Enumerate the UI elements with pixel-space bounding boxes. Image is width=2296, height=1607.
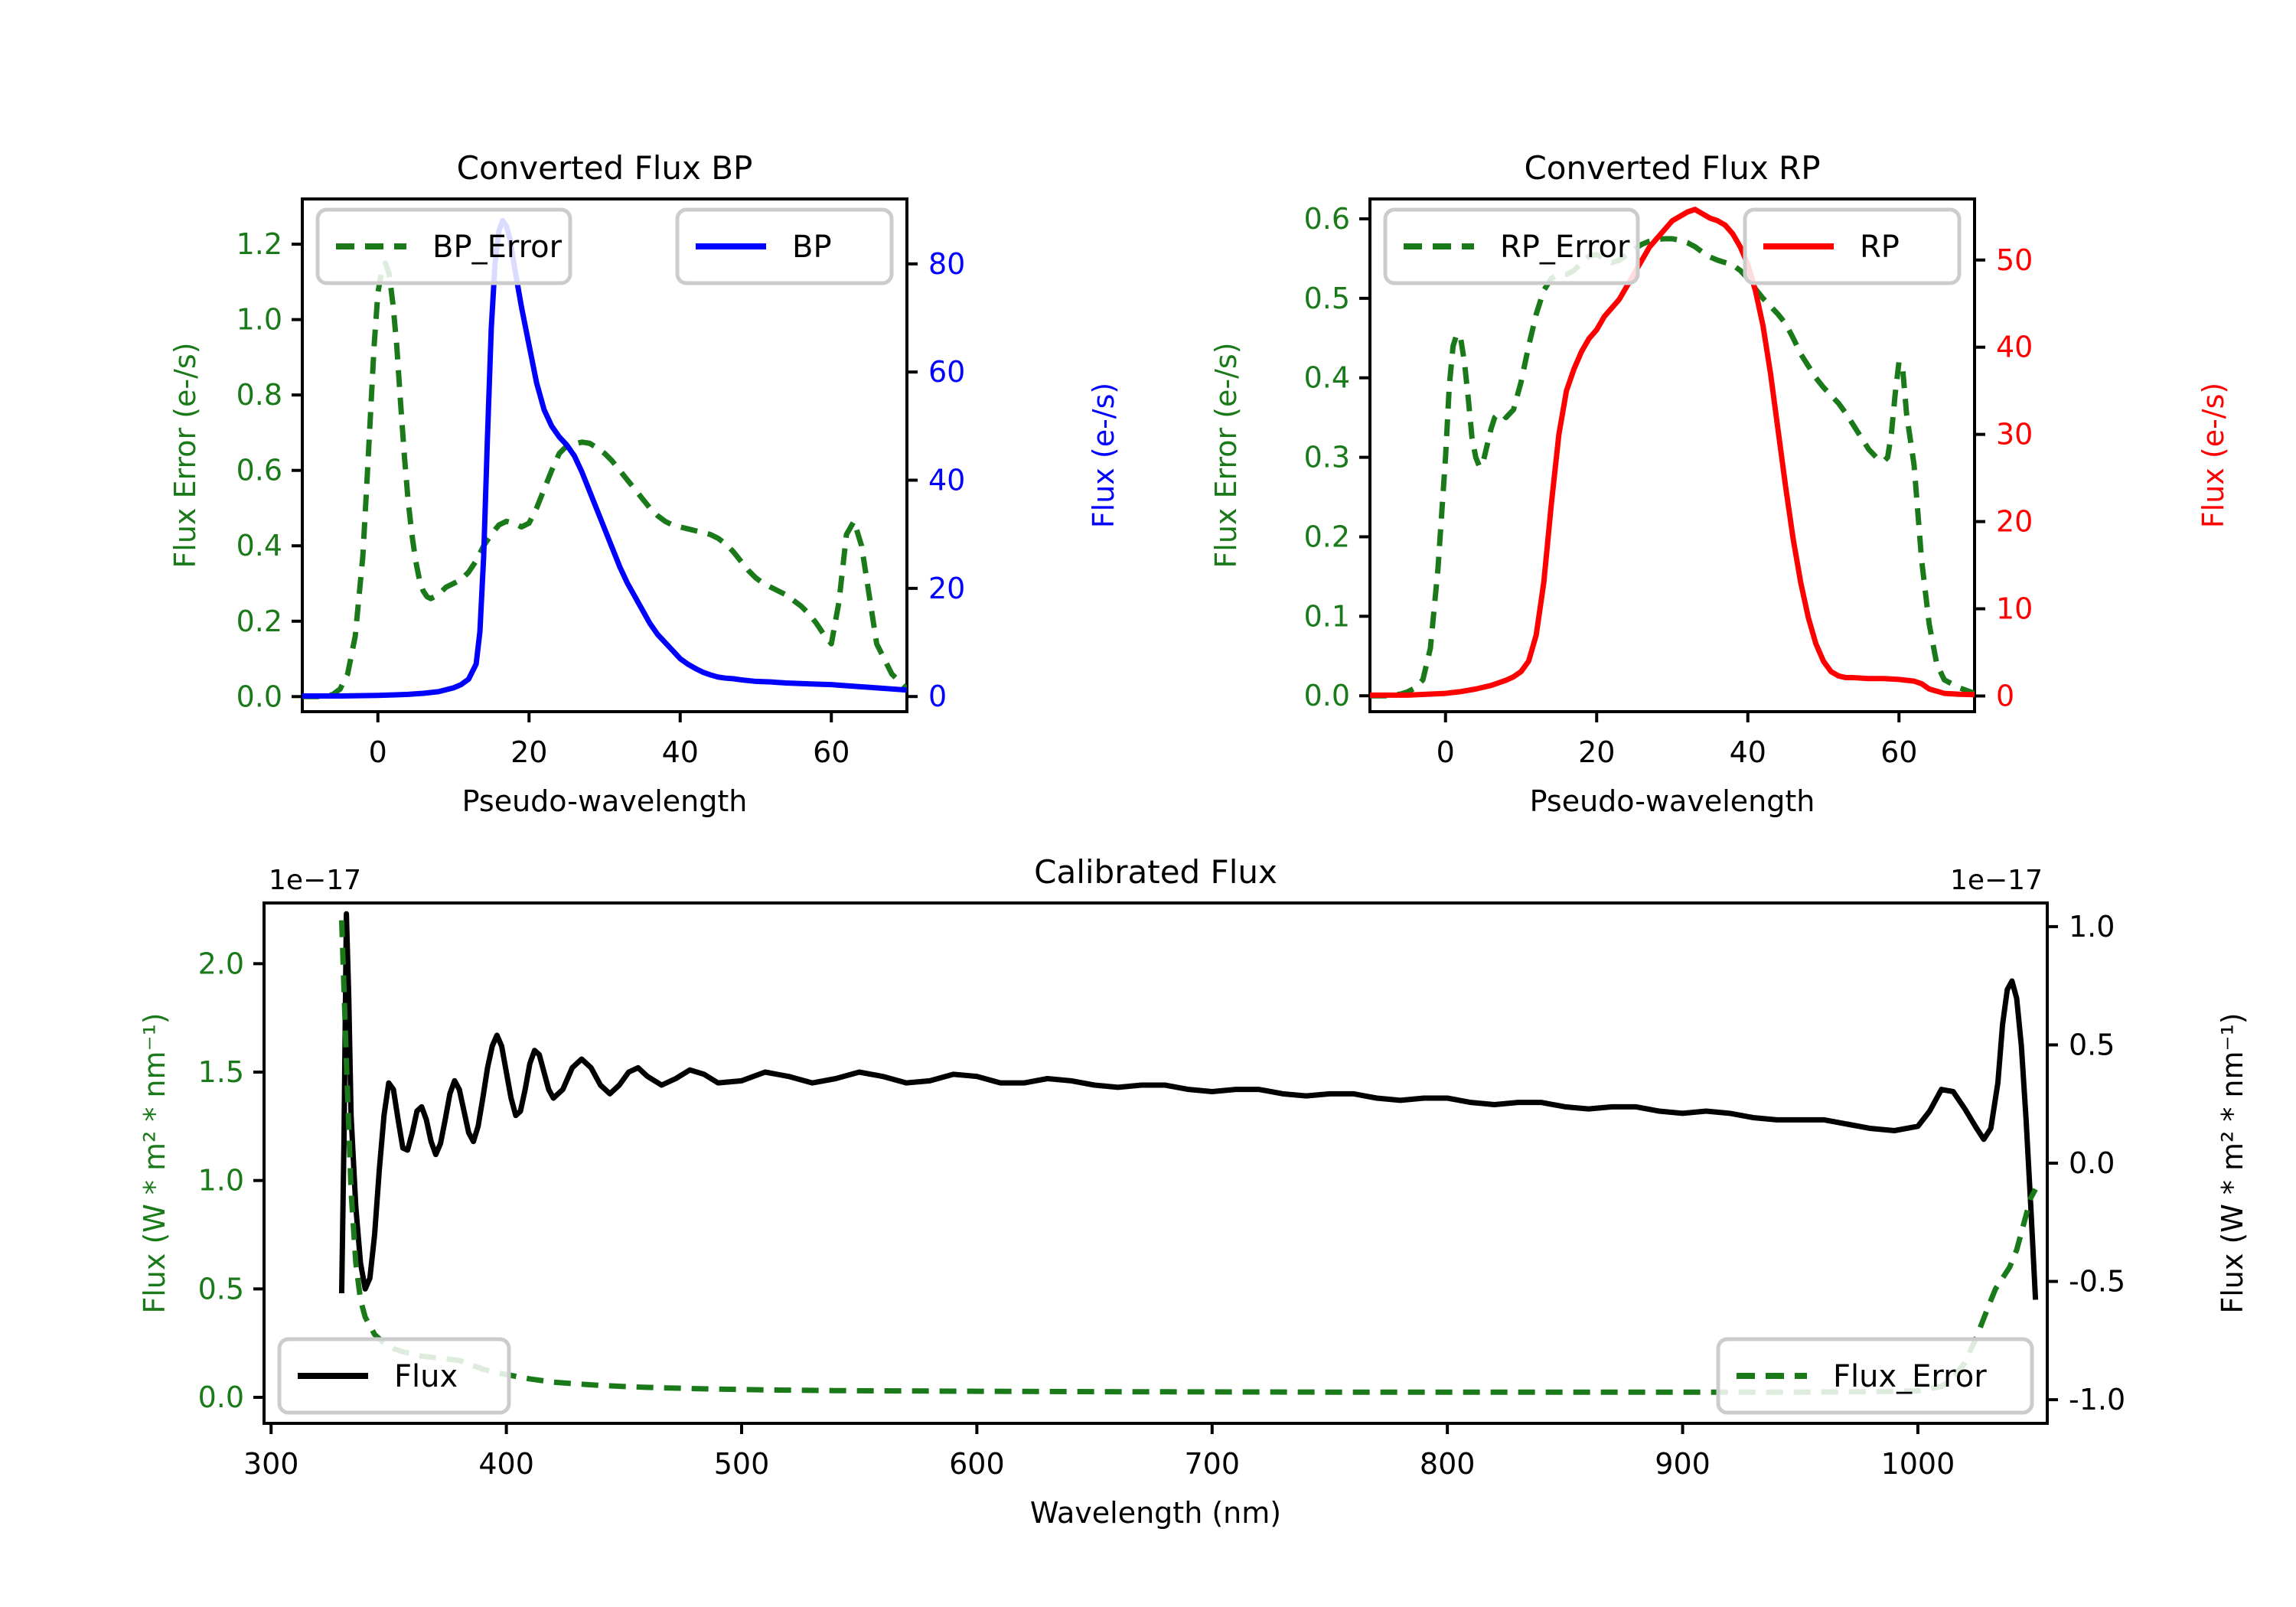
cal-series-flux-error <box>338 920 2038 1395</box>
cal-xtick-label: 700 <box>1185 1447 1241 1481</box>
cal-xtick-label: 300 <box>243 1447 299 1481</box>
bp-ylabel-left: Flux Error (e-/s) <box>168 342 202 568</box>
bp-series-bp-error <box>302 260 907 699</box>
bp-ytick-right-label: 60 <box>928 355 965 389</box>
rp-series-rp-error <box>1370 236 1975 699</box>
cal-ytick-left-label: 2.0 <box>198 947 244 980</box>
cal-ytick-left-label: 0.5 <box>198 1272 244 1305</box>
rp-ytick-right-label: 30 <box>1996 418 2033 451</box>
bp-legend-flux-label: BP <box>792 230 832 265</box>
cal-series-flux <box>338 911 2039 1300</box>
cal-ytick-right-label: 1.0 <box>2069 910 2115 944</box>
cal-xtick-label: 1000 <box>1881 1447 1955 1481</box>
cal-ytick-left-label: 1.5 <box>198 1055 244 1089</box>
bp-ytick-right-label: 20 <box>928 572 965 605</box>
cal-legend-flux-box[interactable] <box>277 1337 511 1415</box>
rp-ytick-right-label: 0 <box>1996 679 2014 712</box>
bp-ytick-right-label: 80 <box>928 247 965 281</box>
rp-ytick-left-label: 0.4 <box>1304 361 1350 395</box>
bp-ytick-left-label: 0.8 <box>236 378 282 412</box>
bp-xtick-label: 40 <box>662 735 699 769</box>
rp-ytick-left-label: 0.6 <box>1304 202 1350 236</box>
rp-ytick-left-label: 0.5 <box>1304 282 1350 315</box>
cal-ytick-right-label: 0.0 <box>2069 1146 2115 1180</box>
rp-legend-flux-label: RP <box>1860 230 1900 265</box>
cal-xtick-label: 500 <box>714 1447 770 1481</box>
rp-ytick-left-label: 0.1 <box>1304 599 1350 633</box>
rp-legend-error-label: RP_Error <box>1500 230 1630 265</box>
rp-ylabel-right: Flux (e-/s) <box>2197 383 2230 528</box>
rp-ytick-left-label: 0.0 <box>1304 679 1350 712</box>
rp-series-rp <box>1370 207 1975 698</box>
rp-legend-error-box[interactable] <box>1383 207 1640 285</box>
cal-ytick-left-label: 1.0 <box>198 1164 244 1198</box>
bp-ytick-right-label: 0 <box>928 680 947 713</box>
bp-legend-error-box[interactable] <box>315 207 572 285</box>
rp-ytick-right-label: 20 <box>1996 505 2033 539</box>
rp-xlabel: Pseudo-wavelength <box>1530 784 1815 818</box>
bp-xtick-label: 0 <box>369 735 387 769</box>
cal-xtick-label: 600 <box>949 1447 1005 1481</box>
bp-ytick-left-label: 0.2 <box>236 605 282 638</box>
cal-ylabel-right: Flux (W * m² * nm⁻¹) <box>2216 1012 2249 1313</box>
bp-ytick-right-label: 40 <box>928 464 965 497</box>
bp-xtick-label: 20 <box>510 735 547 769</box>
rp-title: Converted Flux RP <box>1524 149 1820 187</box>
rp-xtick-label: 60 <box>1880 735 1917 769</box>
bp-legend-flux-box[interactable] <box>675 207 894 285</box>
cal-legend-error-label: Flux_Error <box>1833 1359 1987 1394</box>
bp-ytick-left-label: 0.4 <box>236 529 282 562</box>
cal-yoffset-left: 1e−17 <box>269 865 361 896</box>
cal-ylabel-left: Flux (W * m² * nm⁻¹) <box>138 1012 171 1313</box>
rp-ylabel-left: Flux Error (e-/s) <box>1209 342 1243 568</box>
cal-xtick-label: 900 <box>1655 1447 1711 1481</box>
rp-xtick-label: 0 <box>1437 735 1455 769</box>
bp-ytick-left-label: 1.0 <box>236 303 282 337</box>
rp-ytick-left-label: 0.3 <box>1304 441 1350 474</box>
cal-legend-error-box[interactable] <box>1716 1337 2034 1415</box>
cal-ytick-right-label: 0.5 <box>2069 1028 2115 1061</box>
cal-yoffset-right: 1e−17 <box>1950 865 2043 896</box>
cal-ytick-right-label: -1.0 <box>2069 1383 2125 1416</box>
cal-xtick-label: 400 <box>478 1447 534 1481</box>
bp-series-bp <box>302 217 907 699</box>
rp-axes-frame <box>1368 197 1976 713</box>
rp-xtick-label: 20 <box>1578 735 1615 769</box>
bp-ytick-left-label: 0.0 <box>236 680 282 713</box>
rp-ytick-left-label: 0.2 <box>1304 520 1350 553</box>
cal-xlabel: Wavelength (nm) <box>1030 1496 1281 1530</box>
bp-title: Converted Flux BP <box>457 149 753 187</box>
cal-ytick-right-label: -0.5 <box>2069 1265 2125 1299</box>
bp-ytick-left-label: 1.2 <box>236 227 282 261</box>
rp-ytick-right-label: 10 <box>1996 592 2033 626</box>
rp-legend-flux-box[interactable] <box>1743 207 1962 285</box>
bp-legend-error-label: BP_Error <box>432 230 563 265</box>
bp-xlabel: Pseudo-wavelength <box>462 784 748 818</box>
bp-xtick-label: 60 <box>813 735 850 769</box>
rp-ytick-right-label: 50 <box>1996 243 2033 277</box>
rp-xtick-label: 40 <box>1730 735 1766 769</box>
cal-legend-flux-label: Flux <box>394 1359 458 1394</box>
cal-ytick-left-label: 0.0 <box>198 1380 244 1414</box>
bp-ylabel-right: Flux (e-/s) <box>1087 383 1120 528</box>
bp-ytick-left-label: 0.6 <box>236 454 282 487</box>
cal-title: Calibrated Flux <box>1034 853 1277 891</box>
bp-axes-frame <box>301 197 908 713</box>
cal-xtick-label: 800 <box>1420 1447 1476 1481</box>
rp-ytick-right-label: 40 <box>1996 331 2033 364</box>
